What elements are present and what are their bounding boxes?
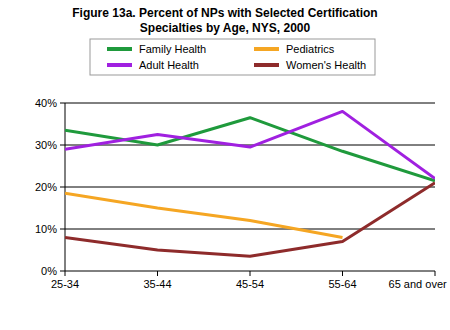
title-line: Figure 13a. Percent of NPs with Selected… [72, 6, 377, 20]
x-tick [435, 271, 436, 276]
y-tick-label: 0% [41, 265, 57, 277]
series-line [65, 193, 343, 237]
y-tick-label: 10% [35, 223, 57, 235]
x-tick [157, 271, 158, 276]
legend-swatch [107, 47, 132, 51]
legend-swatch [254, 47, 279, 51]
y-tick [60, 145, 65, 146]
y-tick [60, 229, 65, 230]
legend-swatch [254, 63, 279, 67]
legend-label: Family Health [139, 43, 206, 55]
title: Figure 13a. Percent of NPs with Selected… [72, 6, 377, 35]
legend-swatch [107, 63, 132, 67]
y-axis [65, 103, 66, 271]
legend-label: Women's Health [286, 59, 366, 71]
y-tick-label: 20% [35, 181, 57, 193]
series-line [65, 118, 435, 181]
x-tick-label: 35-44 [143, 278, 171, 290]
x-tick-label: 65 and over [389, 278, 447, 290]
title-line: Specialties by Age, NYS, 2000 [140, 21, 311, 35]
plot-area [65, 111, 435, 256]
x-tick [65, 271, 66, 276]
grid-line [65, 187, 435, 188]
series-line [65, 183, 435, 256]
y-tick [60, 103, 65, 104]
series-line [65, 111, 435, 178]
grid-line [65, 103, 435, 104]
legend-label: Adult Health [139, 59, 199, 71]
y-tick-label: 30% [35, 139, 57, 151]
x-tick [342, 271, 343, 276]
x-tick [250, 271, 251, 276]
x-tick-label: 25-34 [51, 278, 79, 290]
y-tick [60, 187, 65, 188]
x-tick-label: 45-54 [236, 278, 264, 290]
grid-line [65, 229, 435, 230]
chart: Figure 13a. Percent of NPs with Selected… [0, 0, 450, 330]
grid-line [65, 145, 435, 146]
y-tick-label: 40% [35, 97, 57, 109]
legend-label: Pediatrics [286, 43, 335, 55]
legend-box [90, 39, 375, 75]
x-tick-label: 55-64 [328, 278, 356, 290]
y-tick [60, 271, 65, 272]
